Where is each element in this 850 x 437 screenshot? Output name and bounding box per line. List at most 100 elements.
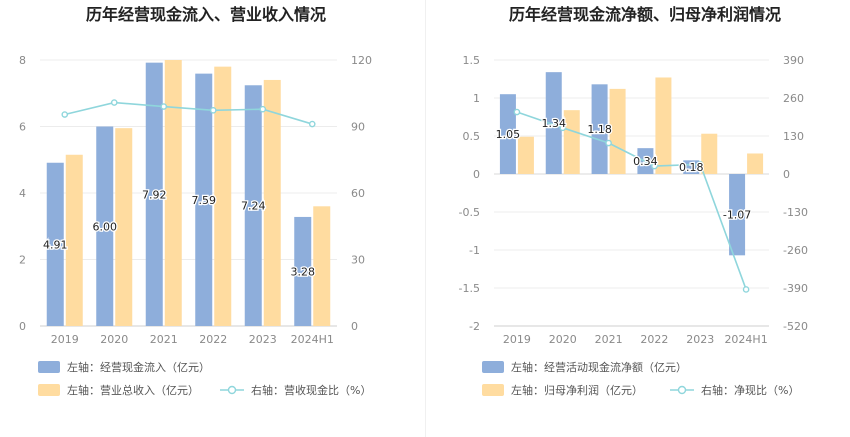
chart0-ratio-point: [61, 111, 69, 118]
chart0-legend-swatch-marker: [227, 385, 237, 395]
chart-panel-cashflow-net: 历年经营现金流净额、归母净利润情况 -2 -1.5 -1 -0.5 0 0.5 1 1.5 -52…: [425, 0, 850, 437]
chart0-x-tick-label: 2024H1: [291, 333, 334, 346]
chart0-x-tick-label: 2020: [100, 333, 128, 346]
panel-divider: [425, 0, 426, 437]
chart1-bar-data-label: 0.34: [633, 155, 658, 168]
chart0-ratio-point: [259, 105, 267, 113]
chart0-bar-secondary: [263, 79, 281, 326]
chart1-x-tick-label: 2019: [503, 333, 531, 346]
chart1-left-tick-label: -1: [469, 244, 480, 257]
chart0-right-tick-label: 120: [351, 54, 372, 67]
chart1-x-tick-label: 2023: [686, 333, 714, 346]
chart0-bar-data-label: 4.91: [43, 238, 68, 251]
chart0-ratio-point: [308, 120, 316, 128]
chart1-right-tick-label: -520: [783, 320, 808, 333]
chart0-title: 历年经营现金流入、营业收入情况: [86, 5, 326, 24]
chart1-ratio-point: [651, 162, 658, 170]
chart1-bar-secondary: [517, 136, 534, 174]
chart0-bar-secondary: [164, 60, 182, 326]
chart1-ratio-point: [742, 286, 750, 293]
chart0-legend-label-primary: 左轴：经营现金流入（亿元）: [67, 360, 210, 374]
chart1-ratio-point: [559, 124, 567, 132]
chart0-left-tick-label: 0: [19, 320, 26, 333]
chart0-bar-primary: [244, 85, 262, 327]
chart1-ratio-line: [516, 111, 747, 290]
chart1-bar-data-label: 1.18: [587, 123, 612, 136]
chart1-bar-data-label: 0.18: [679, 161, 704, 174]
chart1-bar-primary: [591, 84, 608, 174]
chart-panel-cashflow-inflow: 历年经营现金流入、营业收入情况 0 2 4 6 8 0 30 60 90 120 2019 2020 20…: [19, 5, 372, 397]
chart-cashflow-inflow: 历年经营现金流入、营业收入情况 0 2 4 6 8 0 30 60 90 120 2019 2020 20…: [19, 5, 372, 397]
chart1-left-tick-label: -1.5: [459, 282, 480, 295]
chart0-bar-secondary: [65, 154, 83, 326]
chart1-bar-secondary: [655, 77, 672, 174]
chart0-x-tick-label: 2022: [199, 333, 227, 346]
chart1-ratio-point: [513, 108, 521, 116]
chart1-right-tick-label: 260: [783, 92, 804, 105]
chart0-bar-primary: [96, 126, 114, 326]
chart0-right-tick-label: 30: [351, 254, 365, 267]
chart0-bar-secondary: [313, 206, 331, 326]
chart0-x-tick-label: 2021: [150, 333, 178, 346]
chart1-bar-secondary: [747, 153, 764, 174]
chart1-bar-data-label: 1.05: [496, 128, 521, 141]
chart0-right-tick-label: 90: [351, 121, 365, 134]
chart0-left-tick-label: 8: [19, 54, 26, 67]
chart0-ratio-point: [160, 103, 168, 110]
chart0-x-tick-label: 2019: [51, 333, 79, 346]
chart0-bar-primary: [46, 162, 64, 326]
chart1-right-tick-label: 390: [783, 54, 804, 67]
chart1-right-tick-label: -130: [783, 206, 808, 219]
chart1-legend-label-line: 右轴：净现比（%）: [701, 383, 799, 397]
chart1-title: 历年经营现金流净额、归母净利润情况: [509, 5, 781, 24]
chart1-bar-secondary: [701, 133, 718, 174]
chart0-bar-primary: [145, 62, 163, 326]
chart1-bar-secondary: [563, 110, 580, 174]
chart0-bar-secondary: [115, 128, 133, 326]
chart1-legend-swatch-marker: [677, 385, 687, 395]
chart1-bar-primary: [545, 72, 562, 174]
chart1-right-tick-label: 0: [783, 168, 790, 181]
chart1-bar-primary: [729, 174, 746, 256]
chart1-left-tick-label: -2: [469, 320, 480, 333]
chart1-legend-label-secondary: 左轴：归母净利润（亿元）: [511, 383, 643, 397]
chart1-right-tick-label: -390: [783, 282, 808, 295]
chart1-left-tick-label: 1: [473, 92, 480, 105]
chart0-bar-data-label: 3.28: [291, 265, 316, 278]
chart0-bar-primary: [195, 73, 213, 326]
chart1-bar-primary: [499, 94, 516, 174]
chart1-bar-data-label: 1.34: [542, 117, 567, 130]
chart1-right-tick-label: -260: [783, 244, 808, 257]
chart1-bar-primary: [683, 160, 700, 174]
chart0-bar-secondary: [214, 66, 232, 327]
chart0-left-tick-label: 4: [19, 187, 26, 200]
chart0-ratio-point: [110, 99, 118, 106]
chart1-left-tick-label: 0: [473, 168, 480, 181]
chart0-left-tick-label: 6: [19, 121, 26, 134]
chart1-x-tick-label: 2020: [549, 333, 577, 346]
chart0-bar-data-label: 7.92: [142, 188, 167, 201]
chart0-ratio-line: [64, 101, 313, 125]
chart1-x-tick-label: 2024H1: [724, 333, 767, 346]
chart0-bar-data-label: 7.59: [192, 194, 217, 207]
chart0-x-tick-label: 2023: [249, 333, 277, 346]
chart0-bar-primary: [294, 216, 312, 326]
chart0-ratio-point: [209, 107, 217, 114]
chart1-bar-secondary: [609, 88, 626, 174]
chart-cashflow-net: 历年经营现金流净额、归母净利润情况 -2 -1.5 -1 -0.5 0 0.5 1 1.5 -52…: [459, 5, 808, 397]
chart1-left-tick-label: 0.5: [463, 130, 481, 143]
chart0-left-tick-label: 2: [19, 254, 26, 267]
chart1-ratio-point: [696, 161, 704, 168]
chart1-legend-label-primary: 左轴：经营活动现金流净额（亿元）: [511, 360, 687, 374]
chart1-ratio-point: [605, 139, 612, 147]
chart1-x-tick-label: 2022: [640, 333, 668, 346]
chart1-x-tick-label: 2021: [595, 333, 623, 346]
chart1-bar-data-label: -1.07: [723, 209, 751, 222]
chart0-bar-data-label: 6.00: [93, 220, 118, 233]
chart0-legend-label-line: 右轴：营收现金比（%）: [251, 383, 371, 397]
chart0-bar-data-label: 7.24: [241, 200, 266, 213]
chart1-legend-swatch-primary: [482, 361, 504, 373]
chart0-right-tick-label: 0: [351, 320, 358, 333]
chart1-left-tick-label: 1.5: [463, 54, 481, 67]
chart1-legend-swatch-secondary: [482, 384, 504, 396]
